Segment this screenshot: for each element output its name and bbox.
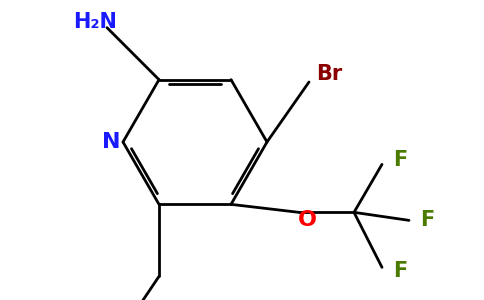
Text: O: O bbox=[298, 210, 317, 230]
Text: H₂N: H₂N bbox=[73, 12, 117, 32]
Text: Br: Br bbox=[316, 64, 342, 84]
Text: F: F bbox=[393, 150, 407, 170]
Text: F: F bbox=[393, 261, 407, 281]
Text: N: N bbox=[102, 132, 120, 152]
Text: F: F bbox=[420, 210, 434, 230]
